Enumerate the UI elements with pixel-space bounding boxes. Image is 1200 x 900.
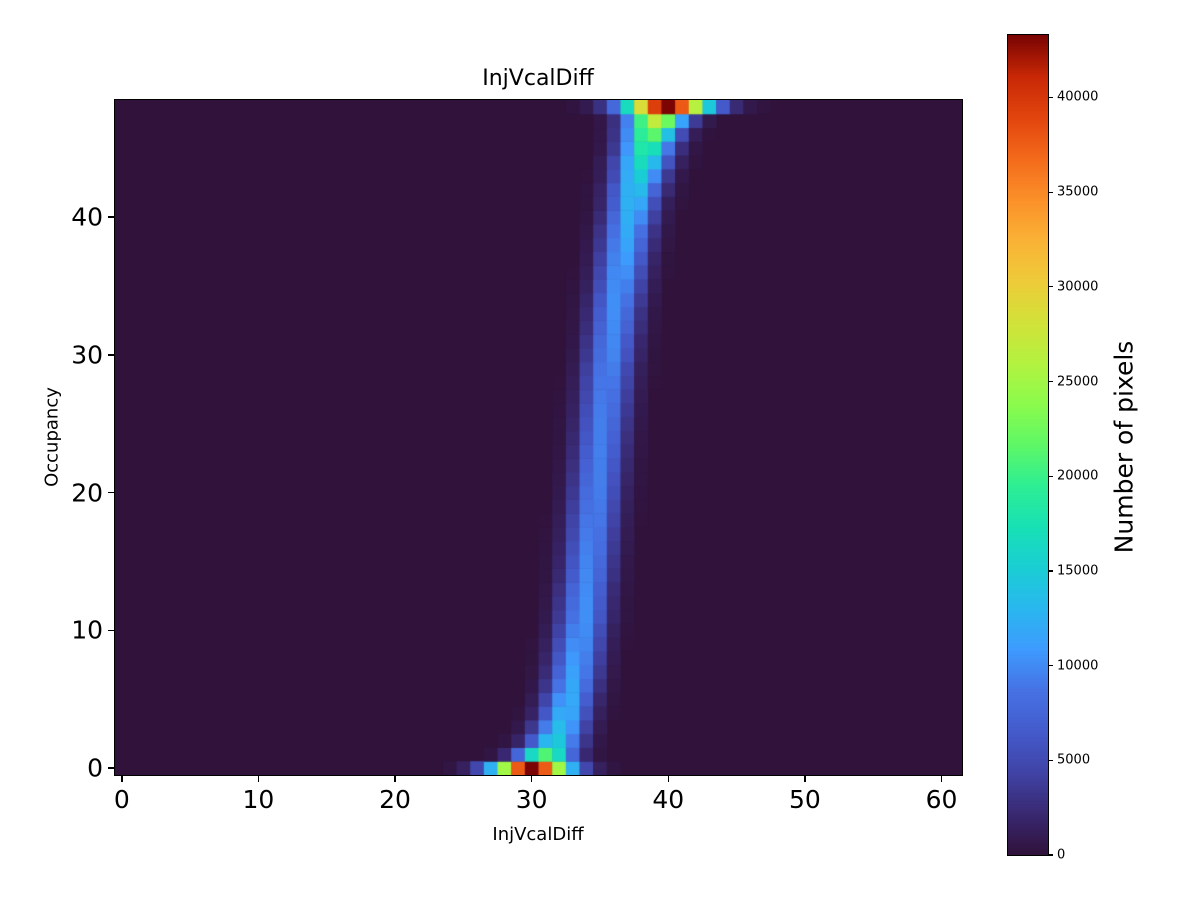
colorbar-tick-mark (1049, 665, 1053, 667)
x-tick-mark (804, 775, 806, 782)
y-tick-mark (108, 216, 115, 218)
x-tick-label: 10 (242, 785, 275, 814)
colorbar-tick-mark (1049, 96, 1053, 99)
x-tick-mark (940, 775, 943, 782)
colorbar-tick-label: 25000 (1057, 374, 1099, 390)
colorbar-tick-label: 0 (1057, 847, 1066, 863)
colorbar-tick-label: 35000 (1057, 184, 1099, 200)
x-tick-label: 50 (788, 785, 821, 814)
y-tick-label: 40 (71, 202, 103, 232)
x-tick-label: 30 (515, 785, 548, 814)
colorbar-canvas (1008, 35, 1048, 855)
x-axis-label: InjVcalDiff (492, 824, 584, 845)
x-tick-mark (530, 775, 533, 782)
colorbar-tick-mark (1049, 759, 1053, 761)
y-axis-label: Occupancy (41, 387, 63, 487)
colorbar-tick-mark (1049, 570, 1053, 572)
x-tick-mark (667, 775, 670, 782)
x-tick-mark (257, 775, 260, 782)
colorbar-tick-mark (1049, 475, 1053, 477)
colorbar-tick-label: 40000 (1057, 89, 1099, 105)
x-tick-label: 0 (113, 785, 130, 814)
colorbar-label: Number of pixels (1109, 340, 1139, 554)
x-tick-label: 40 (652, 785, 685, 814)
y-tick-mark (108, 629, 115, 632)
x-tick-label: 20 (379, 785, 411, 814)
x-tick-label: 60 (925, 785, 958, 814)
colorbar-tick-label: 20000 (1057, 468, 1099, 484)
y-tick-label: 20 (71, 478, 103, 508)
colorbar-tick-mark (1049, 286, 1053, 288)
y-tick-label: 0 (87, 753, 103, 783)
colorbar-tick-label: 30000 (1057, 279, 1099, 295)
colorbar-tick-mark (1049, 854, 1053, 856)
plot-area (114, 99, 963, 776)
colorbar-tick-label: 10000 (1057, 658, 1099, 674)
plot-title: InjVcalDiff (482, 66, 594, 91)
x-tick-mark (394, 775, 396, 782)
y-tick-label: 10 (71, 615, 103, 645)
colorbar (1007, 34, 1049, 856)
colorbar-tick-label: 5000 (1057, 752, 1091, 768)
y-tick-label: 30 (71, 340, 103, 370)
colorbar-tick-label: 15000 (1057, 563, 1099, 579)
y-tick-mark (108, 354, 115, 356)
y-tick-mark (108, 491, 115, 494)
x-tick-mark (121, 775, 123, 782)
y-tick-mark (108, 767, 115, 769)
colorbar-tick-mark (1049, 380, 1053, 383)
colorbar-tick-mark (1049, 191, 1053, 193)
heatmap-canvas (115, 100, 962, 775)
